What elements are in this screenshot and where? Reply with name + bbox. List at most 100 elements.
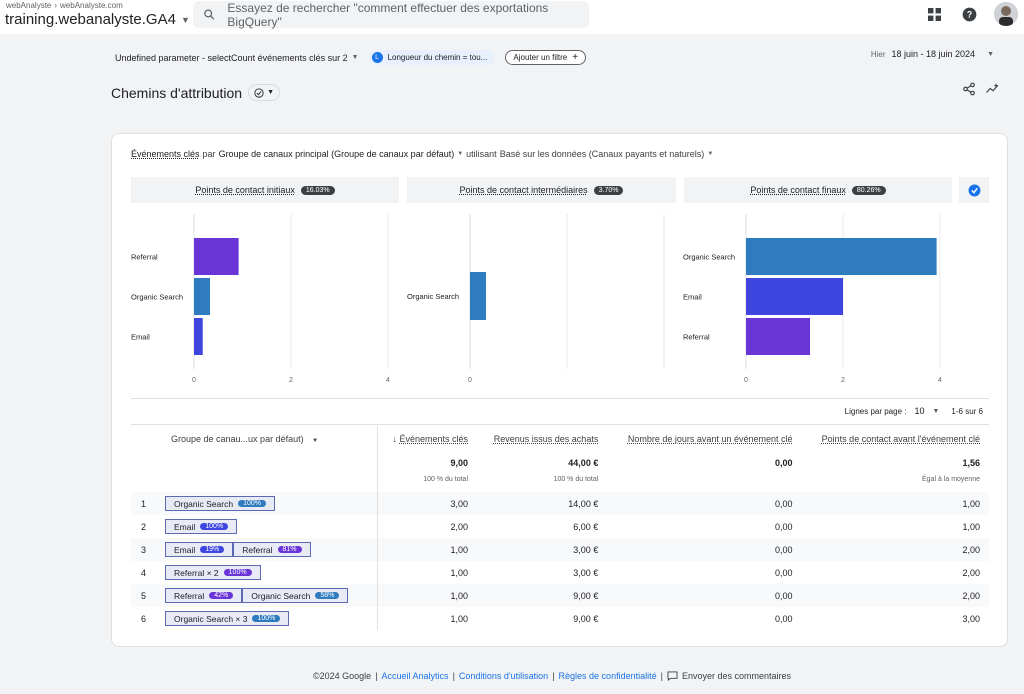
segment-name: Referral [174,590,205,601]
table-row[interactable]: 6 Organic Search × 3 100% 1,00 9,00 € 0,00 3,0… [131,607,989,630]
segment-pct: 100% [238,500,266,507]
row-index: 5 [131,584,165,607]
col-revenue[interactable]: Revenus issus des achats [477,426,607,452]
metric-cell: 2,00 [801,584,989,607]
col-label: Nombre de jours avant un événement clé [627,434,793,444]
dimension-column-header[interactable]: Groupe de canau...ux par défaut) ▼ [131,426,378,452]
table-row[interactable]: 4 Referral × 2 100% 1,00 3,00 € 0,00 2,00 [131,561,989,584]
metric-cell: 2,00 [450,521,469,532]
date-range-picker[interactable]: Hier 18 juin - 18 juin 2024 ▼ [871,49,994,59]
bar [194,318,203,355]
metric-cell: 3,00 [962,613,980,624]
bar [194,278,211,315]
metric-cell: 6,00 € [573,521,599,532]
table-row[interactable]: 2 Email 100% 2,00 6,00 € 0,00 1,00 [131,515,989,538]
touchpoint-stages: Points de contact initiaux 16.03% Points… [131,177,989,203]
caret-down-icon: ▼ [457,151,464,157]
metric-cell: 9,00 € [573,613,599,624]
segment-pct: 100% [252,615,281,622]
key-event-selector-label: Undefined parameter - selectCount événem… [115,52,348,63]
total-cell: 1,56 Égal à la moyenne [801,452,989,492]
pagination: Lignes par page : 10 ▼ 1-6 sur 6 [845,406,983,416]
property-name: training.webanalyste.GA4 [5,11,176,28]
page-range: 1-6 sur 6 [951,406,983,416]
category-label: Organic Search [131,293,183,302]
key-event-selector[interactable]: Undefined parameter - selectCount événem… [115,53,359,63]
paths-table: Groupe de canau...ux par défaut) ▼ ↓ Évé… [131,426,989,630]
total-value: 0,00 [774,458,793,468]
caret-down-icon: ▼ [987,50,994,58]
avatar[interactable] [994,2,1018,26]
segment-pct: 100% [200,523,229,530]
footer-link[interactable]: Accueil Analytics [381,671,449,681]
bar [746,278,843,315]
stage-pct: 16.03% [300,185,335,195]
check-circle-icon [968,184,980,196]
path-cell: Referral × 2 100% [165,561,378,584]
path-cell: Organic Search 100% [165,492,378,515]
stage-intermediate[interactable]: Points de contact intermédiaires 3.70% [407,177,676,203]
metric-cell: 0,00 [774,567,793,578]
card-header-par: par [202,149,216,159]
card-header-using: utilisant [466,149,497,159]
col-key-events[interactable]: ↓ Événements clés [377,426,477,452]
segment-pct: 58% [315,592,340,599]
table-row[interactable]: 1 Organic Search 100% 3,00 14,00 €0,00 1,00 [131,492,989,515]
breadcrumb-account[interactable]: webAnalyste [6,1,52,10]
col-touchpoints[interactable]: Points de contact avant l'événement clé [801,426,989,452]
rows-per-page[interactable]: Lignes par page : 10 ▼ [845,406,940,416]
plus-icon: + [572,52,579,63]
table-header-row: Groupe de canau...ux par défaut) ▼ ↓ Évé… [131,426,989,452]
filter-chip-label: Longueur du chemin = tou... [387,53,488,62]
add-filter-label: Ajouter un filtre [513,53,568,62]
metric-cell: 0,00 [774,521,793,532]
path-cell: Email 100% [165,515,378,538]
search-bar[interactable]: Essayez de rechercher "comment effectuer… [193,0,589,29]
stage-initial[interactable]: Points de contact initiaux 16.03% [131,177,399,203]
breadcrumb[interactable]: webAnalyste › webAnalyste.com [6,1,123,10]
search-placeholder: Essayez de rechercher "comment effectuer… [227,0,549,29]
title-status-dropdown[interactable]: ▼ [248,84,281,101]
model-selector[interactable]: Basé sur les données (Canaux payants et … [499,149,705,159]
segment-pct: 42% [209,592,234,599]
category-label: Organic Search [683,253,735,262]
feedback-link[interactable]: Envoyer des commentaires [681,671,791,681]
dimension-selector[interactable]: Groupe de canaux principal (Groupe de ca… [218,149,455,159]
total-sub: 100 % du total [553,476,599,483]
stage-label: Points de contact initiaux [195,185,295,195]
apps-grid-icon[interactable] [924,4,944,24]
total-value: 1,56 [962,458,980,468]
svg-text:?: ? [966,9,971,19]
footer-copyright: ©2024 Google [313,671,372,681]
stage-toggle[interactable] [959,177,989,203]
metric-cell: 2,00 [801,538,989,561]
date-range-label: Hier [870,49,886,59]
segment-name: Email [174,544,196,555]
path-segment: Organic Search 58% [242,588,349,603]
insights-icon[interactable] [985,82,1000,96]
footer-link[interactable]: Conditions d'utilisation [458,671,549,681]
share-icon[interactable] [962,82,976,96]
col-days[interactable]: Nombre de jours avant un événement clé [607,426,801,452]
table-row[interactable]: 3 Email 19% Referral 81% 1,00 3,00 €0,00 2,00 [131,538,989,561]
metric-selector[interactable]: Événements clés [131,149,200,159]
property-selector[interactable]: training.webanalyste.GA4 ▼ [5,11,190,28]
stage-separator [399,177,407,203]
footer-link[interactable]: Règles de confidentialité [558,671,657,681]
divider [131,398,989,399]
metric-cell: 2,00 [962,567,980,578]
tick-label: 0 [468,377,472,384]
stage-final[interactable]: Points de contact finaux 80.26% [684,177,952,203]
help-icon[interactable]: ? [959,4,979,24]
caret-down-icon: ▼ [267,89,275,96]
card-header: Événements clés par Groupe de canaux pri… [131,149,713,159]
row-index: 3 [131,538,165,561]
breadcrumb-property[interactable]: webAnalyste.com [60,1,123,10]
add-filter-button[interactable]: Ajouter un filtre + [505,50,587,65]
total-cell: 9,00 100 % du total [377,452,477,492]
top-actions: ? [924,2,1024,26]
segment-pct: 81% [277,546,302,553]
metric-cell: 0,00 [607,584,802,607]
filter-chip-path-length[interactable]: L Longueur du chemin = tou... [368,50,496,65]
table-row[interactable]: 5 Referral 42% Organic Search 58% 1,00 9,00 €0… [131,584,989,607]
